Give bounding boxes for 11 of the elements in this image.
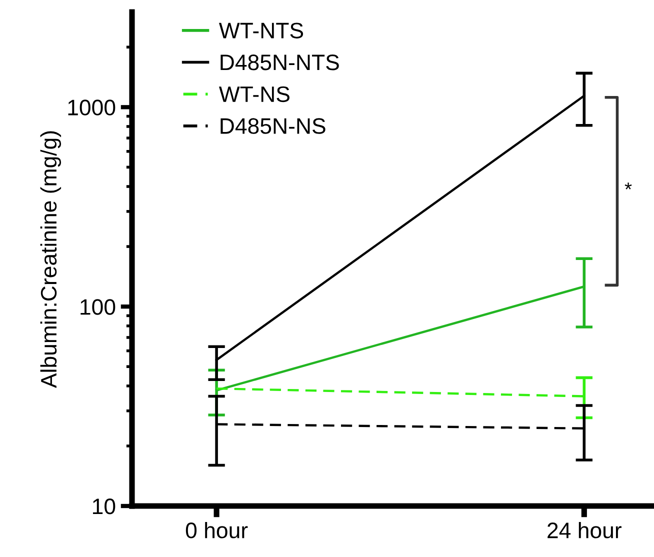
legend-label: WT-NS	[218, 86, 290, 102]
legend-label: WT-NTS	[218, 22, 304, 38]
y-tick-label: 1000	[68, 100, 116, 116]
x-tick-label: 24 hour	[548, 522, 622, 538]
legend-label: D485N-NTS	[220, 54, 339, 70]
y-tick-label: 100	[80, 299, 116, 315]
y-axis-title: Albumin:Creatinine (mg/g)	[40, 131, 62, 388]
annotation: *	[624, 182, 632, 190]
y-tick-label: 10	[93, 498, 116, 514]
x-tick-label: 0 hour	[186, 522, 248, 538]
legend-label: D485N-NS	[220, 118, 326, 134]
